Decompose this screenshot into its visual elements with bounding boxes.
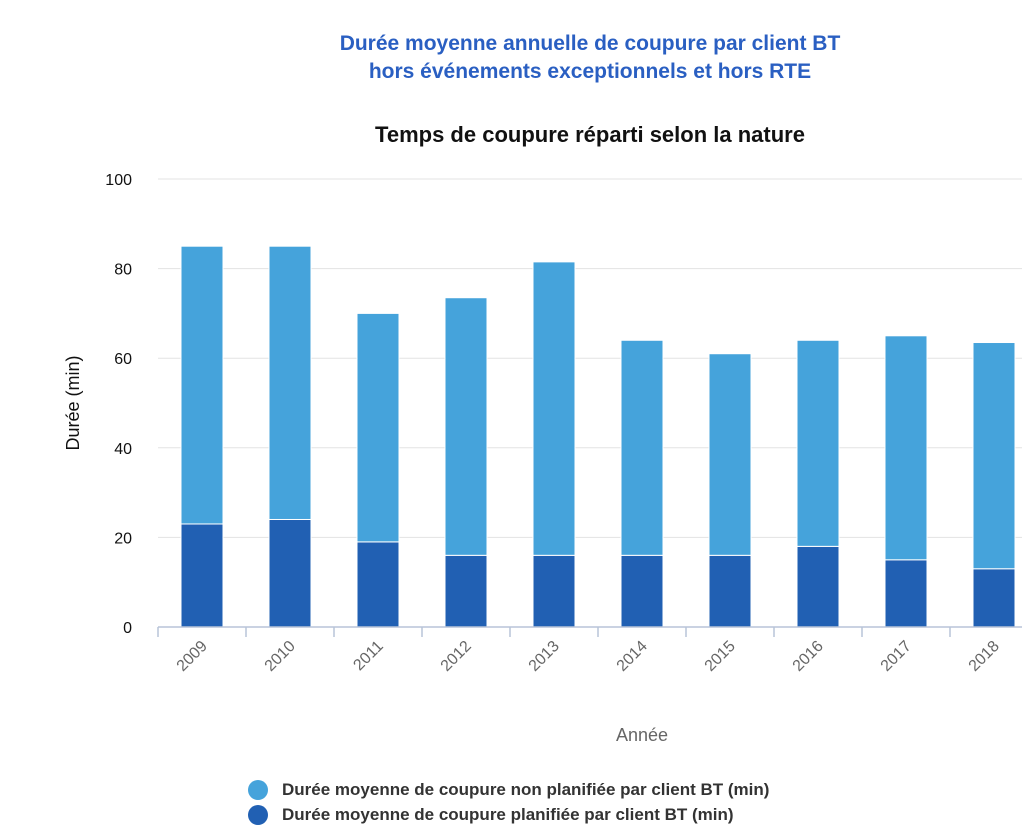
bar-2018-series-1[interactable] bbox=[972, 342, 1016, 570]
y-tick-label: 100 bbox=[105, 172, 132, 189]
legend-label: Durée moyenne de coupure planifiée par c… bbox=[282, 804, 734, 824]
x-tick-label: 2017 bbox=[878, 638, 915, 675]
y-axis-title: Durée (min) bbox=[63, 355, 83, 450]
bar-2011-series-1[interactable] bbox=[356, 312, 400, 543]
bar-2009-series-1[interactable] bbox=[180, 245, 224, 525]
x-tick-label: 2009 bbox=[174, 638, 211, 675]
bar-2011-series-0[interactable] bbox=[356, 541, 400, 628]
x-tick-label: 2013 bbox=[526, 638, 563, 675]
bar-2015-series-1[interactable] bbox=[708, 353, 752, 556]
x-axis-title: Année bbox=[616, 725, 668, 745]
x-tick-label: 2012 bbox=[438, 638, 475, 675]
bar-2010-series-0[interactable] bbox=[268, 518, 312, 628]
bar-2010-series-1[interactable] bbox=[268, 245, 312, 520]
y-tick-label: 60 bbox=[114, 351, 132, 368]
bar-2013-series-1[interactable] bbox=[532, 261, 576, 556]
bar-2015-series-0[interactable] bbox=[708, 554, 752, 628]
bar-2013-series-0[interactable] bbox=[532, 554, 576, 628]
x-tick-label: 2016 bbox=[790, 638, 827, 675]
chart-title: Durée moyenne annuelle de coupure par cl… bbox=[0, 30, 1024, 86]
y-tick-label: 40 bbox=[114, 441, 132, 458]
legend: Durée moyenne de coupure non planifiée p… bbox=[248, 777, 769, 827]
y-tick-label: 20 bbox=[114, 530, 132, 547]
x-tick-label: 2015 bbox=[702, 638, 739, 675]
legend-label: Durée moyenne de coupure non planifiée p… bbox=[282, 779, 770, 799]
bar-2016-series-1[interactable] bbox=[796, 339, 840, 547]
y-tick-label: 0 bbox=[123, 620, 132, 637]
bar-2017-series-0[interactable] bbox=[884, 559, 928, 628]
x-tick-label: 2011 bbox=[350, 638, 386, 674]
bar-2012-series-1[interactable] bbox=[444, 297, 488, 556]
x-tick-label: 2018 bbox=[966, 638, 1003, 675]
legend-swatch bbox=[248, 804, 268, 825]
bar-2017-series-1[interactable] bbox=[884, 335, 928, 561]
chart-title-line2: hors événements exceptionnels et hors RT… bbox=[368, 60, 812, 83]
bar-2018-series-0[interactable] bbox=[972, 568, 1016, 628]
bar-2012-series-0[interactable] bbox=[444, 554, 488, 628]
bar-2009-series-0[interactable] bbox=[180, 523, 224, 628]
bar-2014-series-1[interactable] bbox=[620, 339, 664, 556]
y-tick-label: 80 bbox=[114, 262, 132, 279]
bars bbox=[180, 245, 1016, 628]
chart-subtitle: Temps de coupure réparti selon la nature bbox=[375, 122, 805, 147]
legend-item-series-0[interactable]: Durée moyenne de coupure planifiée par c… bbox=[248, 802, 769, 827]
bar-2014-series-0[interactable] bbox=[620, 554, 664, 628]
bar-2016-series-0[interactable] bbox=[796, 545, 840, 628]
legend-item-series-1[interactable]: Durée moyenne de coupure non planifiée p… bbox=[248, 777, 769, 802]
x-tick-label: 2014 bbox=[614, 638, 651, 675]
legend-swatch bbox=[248, 779, 268, 800]
x-tick-label: 2010 bbox=[262, 638, 299, 675]
chart-title-line1: Durée moyenne annuelle de coupure par cl… bbox=[339, 32, 841, 55]
